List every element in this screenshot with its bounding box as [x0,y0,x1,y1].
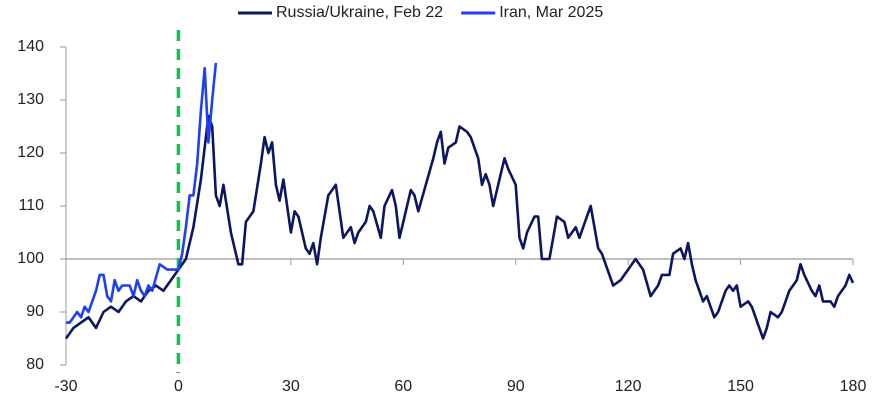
y-tick-label: 130 [17,91,44,108]
y-tick-label: 120 [17,144,44,161]
x-tick-label: 120 [615,378,642,395]
legend-label: Iran, Mar 2025 [499,4,603,21]
y-tick-label: 90 [26,303,44,320]
y-tick-label: 140 [17,38,44,55]
series-line [64,114,855,340]
x-tick-label: 90 [507,378,525,395]
legend-label: Russia/Ukraine, Feb 22 [276,4,443,21]
x-tick-label: 180 [840,378,867,395]
x-tick-label: -30 [54,378,77,395]
series-line [66,62,218,324]
y-tick-label: 80 [26,356,44,373]
x-tick-label: 30 [282,378,300,395]
x-tick-label: 150 [727,378,754,395]
x-tick-label: 60 [394,378,412,395]
y-tick-label: 100 [17,250,44,267]
x-tick-label: 0 [174,378,183,395]
y-tick-label: 110 [18,197,44,214]
